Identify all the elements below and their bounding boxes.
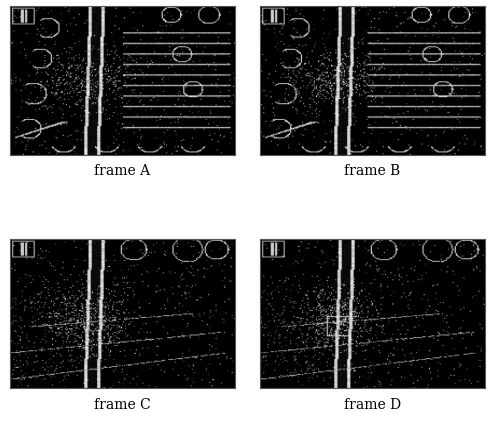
Text: frame B: frame B — [345, 164, 400, 178]
Text: frame A: frame A — [95, 164, 150, 178]
Text: frame D: frame D — [344, 397, 401, 411]
Text: frame C: frame C — [94, 397, 151, 411]
